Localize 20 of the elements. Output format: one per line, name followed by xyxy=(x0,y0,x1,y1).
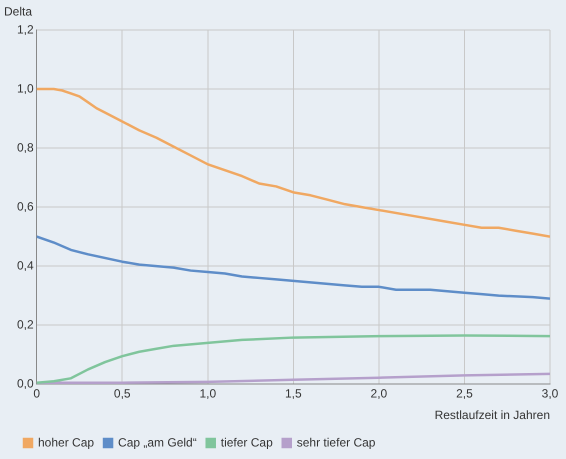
legend-label: hoher Cap xyxy=(38,435,94,450)
x-tick-label: 0,5 xyxy=(114,386,131,401)
legend-label: sehr tiefer Cap xyxy=(296,435,376,450)
y-tick-label: 0,6 xyxy=(16,199,34,214)
x-tick-label: 3,0 xyxy=(542,386,559,401)
y-tick-label: 0,0 xyxy=(16,376,34,391)
y-tick-label: 0,2 xyxy=(16,317,34,332)
y-tick-label: 1,2 xyxy=(16,22,34,36)
x-tick-label: 2,0 xyxy=(370,386,388,401)
y-tick-label: 0,8 xyxy=(16,140,34,154)
legend-label: tiefer Cap xyxy=(220,435,274,450)
x-axis-title: Restlaufzeit in Jahren xyxy=(434,408,550,422)
y-axis-title: Delta xyxy=(4,4,32,18)
x-tick-label: 2,5 xyxy=(456,386,474,401)
y-tick-label: 0,4 xyxy=(16,258,34,272)
y-tick-label: 1,0 xyxy=(16,81,34,96)
legend-label: Cap „am Geld“ xyxy=(118,435,197,450)
x-tick-label: 0 xyxy=(33,386,40,401)
x-tick-label: 1,5 xyxy=(284,386,302,401)
x-tick-label: 1,0 xyxy=(199,386,216,401)
